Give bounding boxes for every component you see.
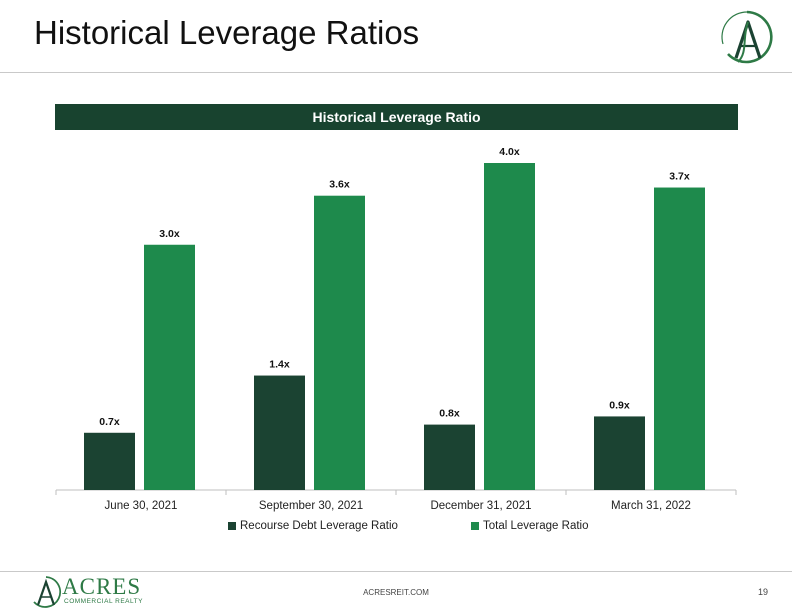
title-divider: [0, 72, 792, 73]
chart-legend: Recourse Debt Leverage Ratio Total Lever…: [0, 520, 792, 538]
chart-title: Historical Leverage Ratio: [55, 104, 738, 130]
bar-recourse: [84, 432, 135, 490]
legend-swatch-total: [471, 522, 479, 530]
legend-item-total: Total Leverage Ratio: [471, 520, 588, 532]
data-label: 0.9x: [609, 399, 630, 411]
acres-footer-logo-icon: [33, 576, 62, 608]
footer-divider: [0, 571, 792, 572]
legend-swatch-recourse: [228, 522, 236, 530]
bar-recourse: [424, 424, 475, 490]
brand-subtitle: COMMERCIAL REALTY: [64, 598, 143, 605]
bar-total: [144, 244, 195, 490]
footer-url[interactable]: ACRESREIT.COM: [363, 588, 429, 597]
legend-label-recourse: Recourse Debt Leverage Ratio: [240, 520, 398, 532]
data-label: 3.0x: [159, 228, 180, 240]
legend-label-total: Total Leverage Ratio: [483, 520, 589, 532]
bar-total: [654, 187, 705, 490]
legend-item-recourse: Recourse Debt Leverage Ratio: [228, 520, 398, 532]
bar-recourse: [254, 375, 305, 490]
acres-logo-icon: [721, 10, 773, 64]
bar-total: [484, 163, 535, 490]
data-label: 1.4x: [269, 359, 290, 371]
data-label: 4.0x: [499, 146, 520, 158]
bar-recourse: [594, 416, 645, 490]
data-label: 0.7x: [99, 416, 120, 428]
bar-chart: 0.7x 3.0x June 30, 2021 1.4x 3.6x September 3…: [55, 146, 737, 512]
x-tick-label: December 31, 2021: [430, 500, 531, 512]
x-tick-label: March 31, 2022: [611, 500, 691, 512]
bar-total: [314, 195, 365, 490]
slide-title: Historical Leverage Ratios: [34, 14, 420, 51]
page-number: 19: [757, 587, 768, 597]
brand-name: ACRES: [62, 574, 142, 599]
data-label: 3.6x: [329, 179, 350, 191]
data-label: 3.7x: [669, 171, 690, 183]
x-tick-label: September 30, 2021: [259, 500, 363, 512]
data-label: 0.8x: [439, 408, 460, 420]
x-tick-label: June 30, 2021: [105, 500, 178, 512]
